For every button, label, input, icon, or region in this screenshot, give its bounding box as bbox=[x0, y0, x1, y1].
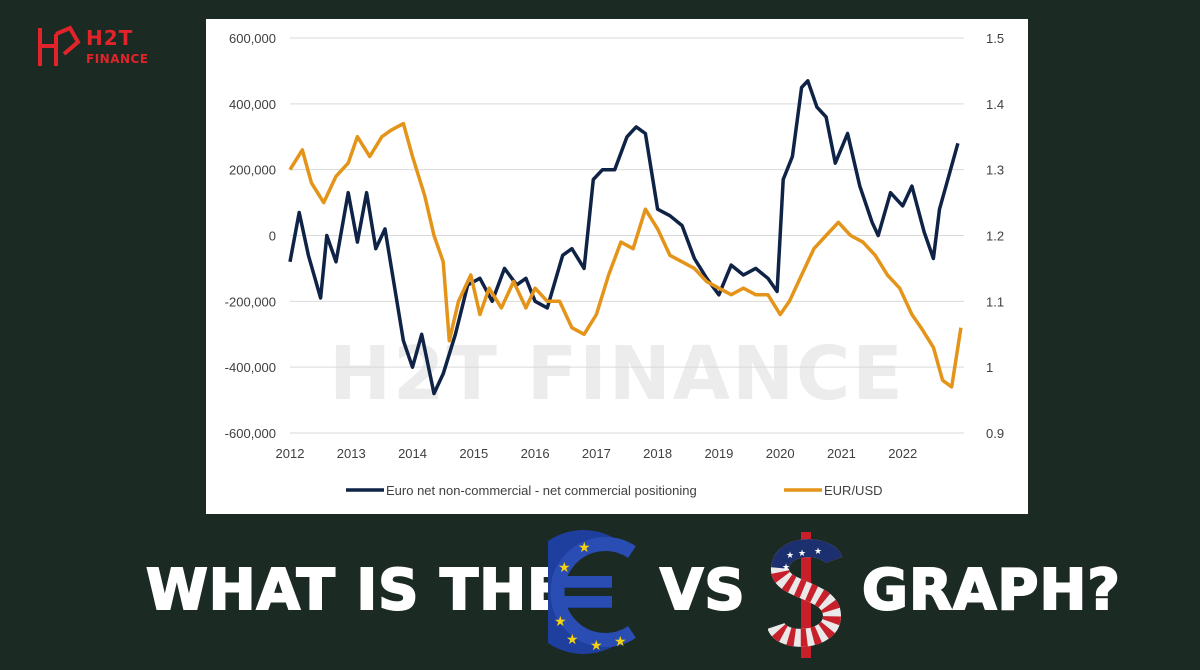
svg-text:★: ★ bbox=[566, 631, 579, 647]
x-tick-label: 2017 bbox=[582, 446, 611, 461]
headline-part3: GRAPH? bbox=[861, 557, 1121, 624]
x-tick-label: 2018 bbox=[643, 446, 672, 461]
y-left-tick-label: -200,000 bbox=[225, 294, 276, 309]
x-tick-label: 2012 bbox=[276, 446, 305, 461]
x-tick-label: 2019 bbox=[704, 446, 733, 461]
svg-text:★: ★ bbox=[786, 550, 794, 560]
y-right-tick-label: 1.5 bbox=[986, 31, 1004, 46]
legend-label-1: Euro net non-commercial - net commercial… bbox=[386, 483, 697, 498]
headline: WHAT IS THE ★ ★ ★ ★ ★ ★ VS bbox=[0, 530, 1200, 660]
x-tick-label: 2016 bbox=[521, 446, 550, 461]
x-tick-label: 2021 bbox=[827, 446, 856, 461]
svg-text:★: ★ bbox=[614, 633, 627, 649]
svg-text:★: ★ bbox=[814, 546, 822, 556]
y-right-tick-label: 1.1 bbox=[986, 294, 1004, 309]
y-left-tick-label: 0 bbox=[269, 229, 276, 244]
svg-text:★: ★ bbox=[558, 559, 571, 575]
dual-axis-line-chart: 600,000 400,000 200,000 0 -200,000 -400,000 -6… bbox=[225, 31, 1004, 498]
svg-text:★: ★ bbox=[590, 637, 603, 653]
h2t-logo-icon bbox=[38, 25, 81, 66]
euro-icon: ★ ★ ★ ★ ★ ★ bbox=[548, 530, 636, 654]
y-right-tick-label: 1.4 bbox=[986, 97, 1004, 112]
x-tick-label: 2014 bbox=[398, 446, 427, 461]
svg-text:★: ★ bbox=[578, 539, 591, 555]
y-left-tick-label: 600,000 bbox=[229, 31, 276, 46]
dollar-icon: ★ ★ ★ ★ bbox=[768, 532, 843, 658]
y-right-tick-label: 0.9 bbox=[986, 426, 1004, 441]
svg-text:★: ★ bbox=[798, 548, 806, 558]
svg-text:★: ★ bbox=[554, 613, 567, 629]
headline-part2: VS bbox=[659, 557, 746, 624]
series-line-2 bbox=[288, 121, 963, 389]
y-right-tick-label: 1 bbox=[986, 360, 993, 375]
chart-panel: H2T FINANCE 600,000 400,000 200,000 0 -200,0… bbox=[206, 19, 1028, 514]
y-left-tick-label: 200,000 bbox=[229, 163, 276, 178]
svg-text:★: ★ bbox=[782, 562, 790, 572]
y-left-tick-label: 400,000 bbox=[229, 97, 276, 112]
series-line-1 bbox=[288, 79, 960, 396]
brand-logo: H2T FINANCE bbox=[34, 22, 154, 74]
x-tick-label: 2020 bbox=[766, 446, 795, 461]
y-left-tick-label: -600,000 bbox=[225, 426, 276, 441]
headline-part1: WHAT IS THE bbox=[145, 557, 567, 624]
logo-subtext: FINANCE bbox=[86, 52, 149, 66]
y-left-tick-label: -400,000 bbox=[225, 360, 276, 375]
y-right-tick-label: 1.2 bbox=[986, 229, 1004, 244]
legend-label-2: EUR/USD bbox=[824, 483, 883, 498]
x-tick-label: 2013 bbox=[337, 446, 366, 461]
x-tick-label: 2015 bbox=[459, 446, 488, 461]
x-tick-label: 2022 bbox=[888, 446, 917, 461]
y-right-tick-label: 1.3 bbox=[986, 163, 1004, 178]
logo-text: H2T bbox=[86, 26, 134, 50]
